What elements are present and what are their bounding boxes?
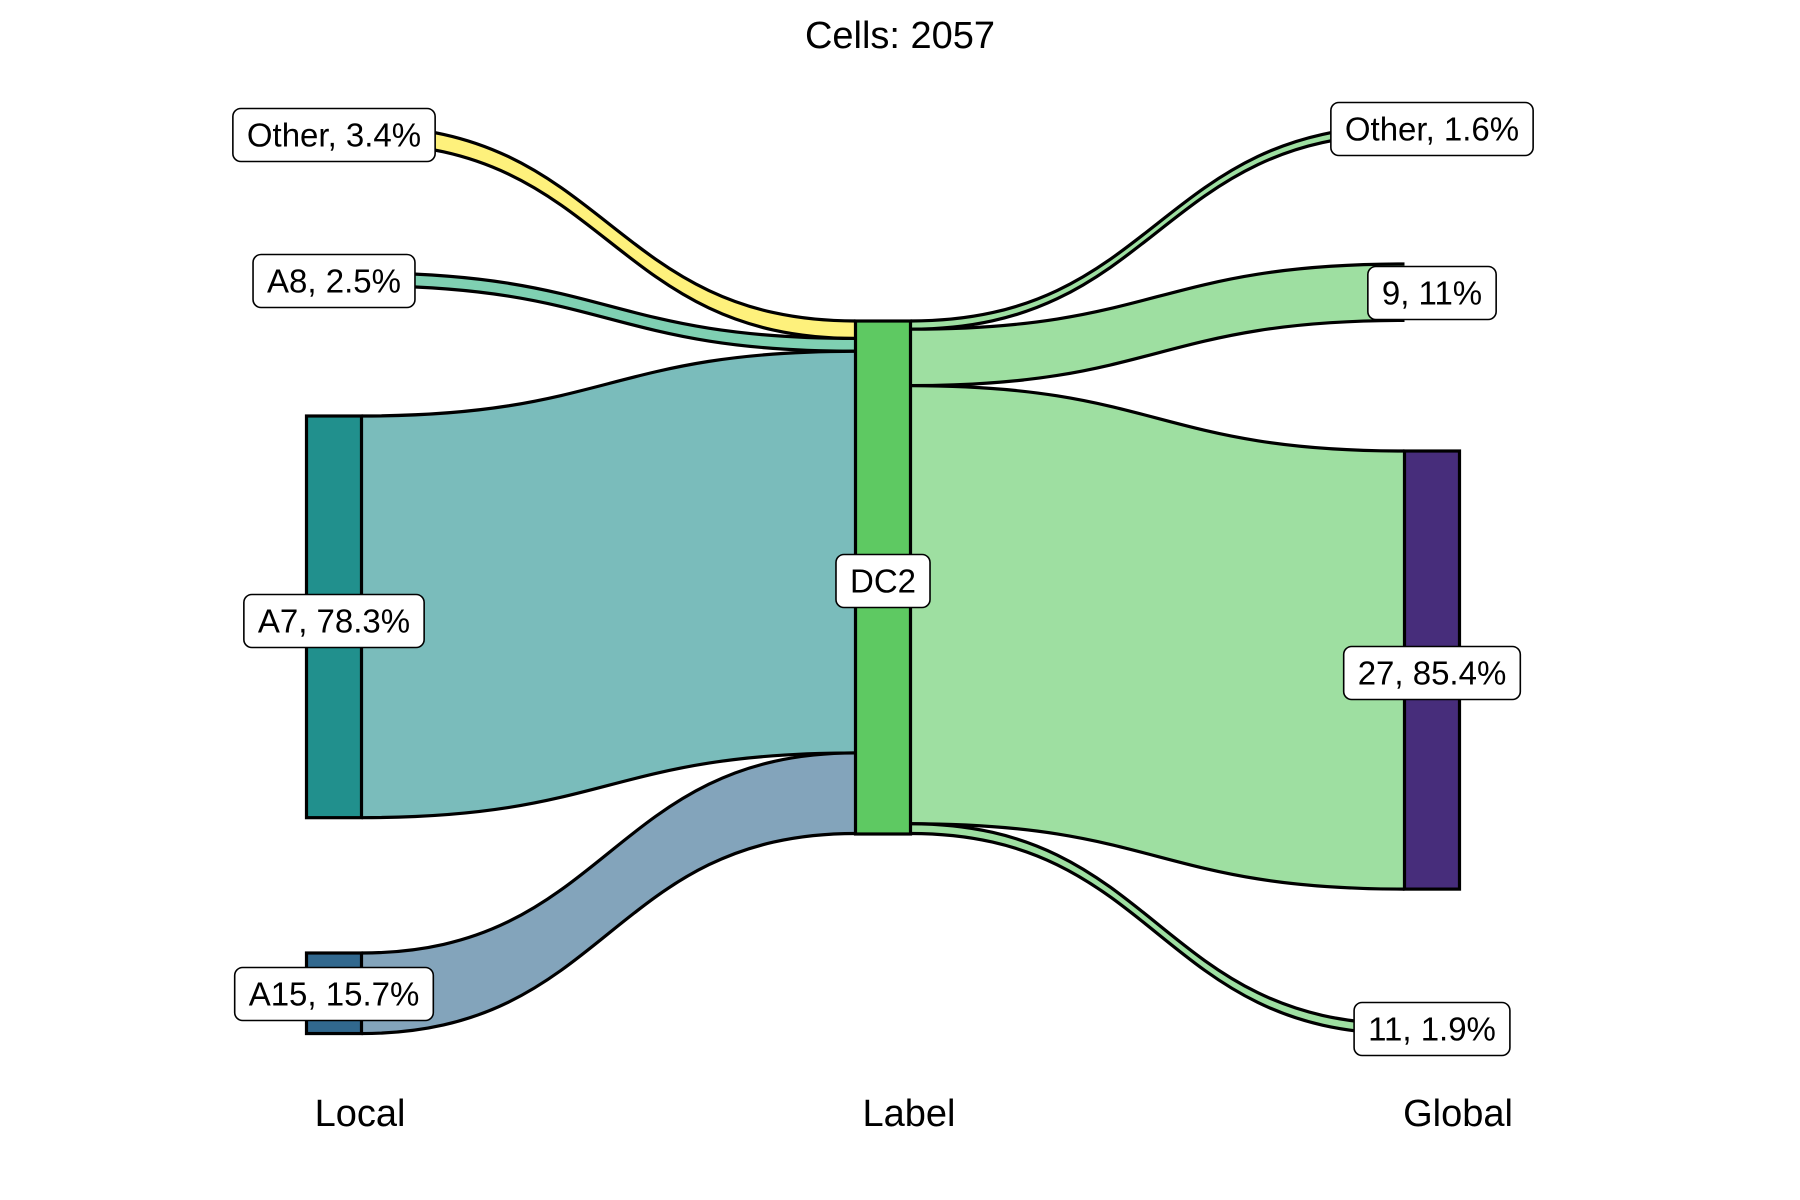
flow-edge-bottom-label_dc2-to-global_27	[910, 822, 1405, 891]
node-label-box-global_11	[1353, 1001, 1511, 1057]
flow-edge-bottom-label_dc2-to-global_11	[910, 831, 1405, 1036]
flow-edge-top-local_a15-to-label_dc2	[361, 751, 856, 955]
node-label-box-local_a15	[233, 966, 435, 1022]
flow-edge-top-label_dc2-to-global_11	[910, 822, 1405, 1026]
node-label-local_a8: A8, 2.5%	[252, 253, 416, 309]
axis-label-local: Local	[315, 1093, 406, 1135]
flow-edge-bottom-local_a15-to-label_dc2	[361, 831, 856, 1036]
node-label-box-global_9	[1367, 265, 1497, 321]
node-label-local_a7: A7, 78.3%	[243, 593, 425, 649]
flow-edge-top-local_a7-to-label_dc2	[361, 349, 856, 418]
node-label-text-local_other: Other, 3.4%	[247, 117, 421, 154]
node-label-text-global_other: Other, 1.6%	[1345, 111, 1519, 148]
flow-label_dc2-to-global_11	[910, 823, 1405, 1034]
axis-layer: Local Label Global	[315, 1093, 1513, 1135]
flow-edge-bottom-label_dc2-to-global_other	[910, 132, 1405, 331]
flow-local_other-to-label_dc2	[361, 126, 856, 339]
node-label-global_9: 9, 11%	[1367, 265, 1497, 321]
node-label-box-local_other	[232, 107, 436, 163]
flow-label_dc2-to-global_9	[910, 264, 1405, 386]
node-label-text-global_27: 27, 85.4%	[1358, 655, 1507, 692]
flow-edge-bottom-local_a8-to-label_dc2	[361, 284, 856, 353]
node-label-text-global_11: 11, 1.9%	[1368, 1011, 1496, 1048]
node-label-text-local_a8: A8, 2.5%	[267, 263, 401, 300]
node-label-box-local_a7	[243, 593, 425, 649]
flows-layer	[361, 124, 1405, 1036]
node-label-label_dc2: DC2	[835, 553, 931, 609]
flow-edge-bottom-local_other-to-label_dc2	[361, 141, 856, 341]
flow-edge-bottom-label_dc2-to-global_9	[910, 318, 1405, 388]
flow-local_a15-to-label_dc2	[361, 752, 856, 1034]
node-label-local_other: Other, 3.4%	[232, 107, 436, 163]
flow-edge-top-label_dc2-to-global_9	[910, 262, 1405, 331]
node-label-global_27: 27, 85.4%	[1342, 645, 1522, 701]
node-label-text-global_9: 9, 11%	[1382, 275, 1482, 312]
flow-edge-top-local_other-to-label_dc2	[361, 124, 856, 323]
axis-label-global: Global	[1403, 1093, 1513, 1135]
node-label-local_a15: A15, 15.7%	[233, 966, 435, 1022]
flow-edge-bottom-local_a7-to-label_dc2	[361, 751, 856, 820]
node-label-text-local_a15: A15, 15.7%	[249, 976, 420, 1013]
node-label-box-local_a8	[252, 253, 416, 309]
flow-label_dc2-to-global_other	[910, 126, 1405, 330]
node-label-box-global_27	[1342, 645, 1522, 701]
flow-edge-top-label_dc2-to-global_27	[910, 384, 1405, 453]
flow-local_a8-to-label_dc2	[361, 273, 856, 352]
node-label-box-label_dc2	[835, 553, 931, 609]
node-label-global_11: 11, 1.9%	[1353, 1001, 1511, 1057]
flow-label_dc2-to-global_27	[910, 385, 1405, 890]
node-label-box-global_other	[1330, 101, 1534, 157]
chart-title: Cells: 2057	[805, 15, 995, 57]
node-label-text-label_dc2: DC2	[850, 563, 916, 600]
node-label-global_other: Other, 1.6%	[1330, 101, 1534, 157]
labels-layer: Other, 3.4% A8, 2.5% A7, 78.3% A15, 15.7% DC…	[232, 101, 1534, 1057]
axis-label-label: Label	[863, 1093, 956, 1135]
node-label-text-local_a7: A7, 78.3%	[258, 603, 410, 640]
flow-local_a7-to-label_dc2	[361, 351, 856, 818]
flow-edge-top-local_a8-to-label_dc2	[361, 271, 856, 341]
flow-edge-top-label_dc2-to-global_other	[910, 124, 1405, 323]
